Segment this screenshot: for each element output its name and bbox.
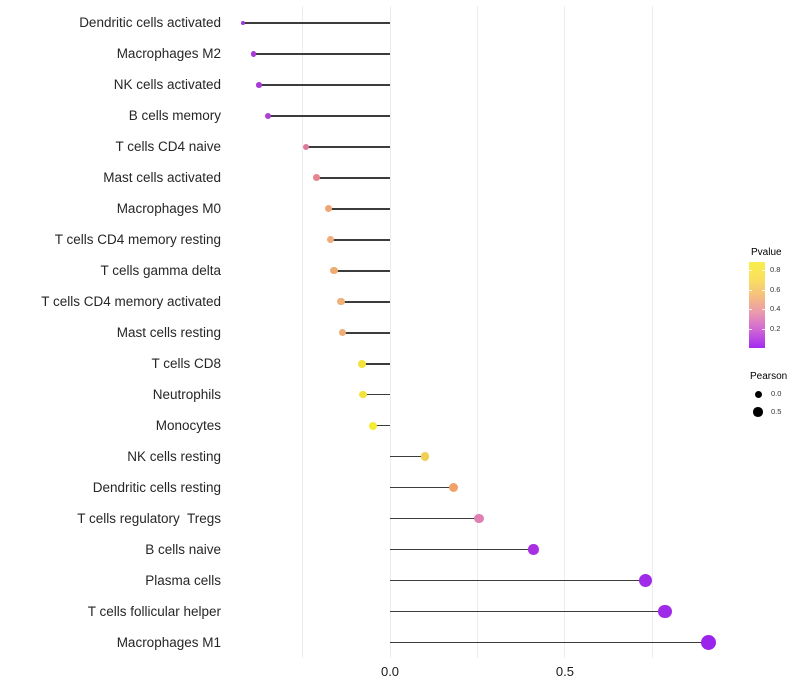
lollipop-dot xyxy=(302,143,310,151)
pvalue-legend-title: Pvalue xyxy=(751,247,782,258)
lollipop-stem xyxy=(341,300,390,303)
lollipop-stem xyxy=(334,270,390,272)
lollipop-dot xyxy=(330,267,338,275)
lollipop-dot xyxy=(241,21,246,25)
colorbar-tickmark xyxy=(749,289,752,291)
lollipop-stem xyxy=(316,177,391,179)
category-label: Plasma cells xyxy=(145,572,221,588)
lollipop-stem xyxy=(342,331,390,334)
lollipop-stem xyxy=(306,146,390,148)
category-label: Macrophages M1 xyxy=(116,634,221,650)
colorbar-tickmark xyxy=(762,328,765,330)
lollipop-stem xyxy=(258,84,390,86)
pvalue-tick-label: 0.2 xyxy=(770,323,781,333)
lollipop-dot xyxy=(528,544,539,555)
pearson-legend-title: Pearson xyxy=(750,371,788,382)
lollipop-dot xyxy=(474,513,485,524)
lollipop-dot xyxy=(313,174,320,182)
colorbar-tickmark xyxy=(749,309,752,310)
lollipop-dot xyxy=(250,51,257,57)
category-label: B cells memory xyxy=(128,107,221,123)
lollipop-stem xyxy=(390,579,646,582)
category-label: Macrophages M2 xyxy=(116,45,221,61)
x-axis-tick-label: 0.5 xyxy=(555,664,574,679)
lollipop-dot xyxy=(358,390,367,399)
category-label: T cells follicular helper xyxy=(87,603,221,619)
colorbar-tickmark xyxy=(762,309,765,310)
lollipop-stem xyxy=(390,517,480,520)
lollipop-dot xyxy=(264,112,271,119)
gridline xyxy=(302,6,304,658)
category-label: T cells CD4 naive xyxy=(115,138,221,154)
colorbar-tickmark xyxy=(762,270,765,271)
pearson-legend-dot xyxy=(754,390,762,398)
category-label: Mast cells resting xyxy=(116,324,221,340)
lollipop-dot xyxy=(339,329,347,337)
lollipop-stem xyxy=(390,641,709,644)
lollipop-dot xyxy=(420,452,430,461)
category-label: T cells CD8 xyxy=(151,355,221,371)
gridline xyxy=(651,6,653,658)
category-label: T cells gamma delta xyxy=(100,262,221,278)
category-label: Monocytes xyxy=(155,417,221,433)
category-label: Dendritic cells resting xyxy=(92,479,221,495)
pearson-legend-label: 0.5 xyxy=(771,407,782,416)
x-axis-tick-label: 0.0 xyxy=(380,664,400,679)
lollipop-stem xyxy=(390,610,665,613)
category-label: T cells CD4 memory resting xyxy=(54,231,221,247)
lollipop-dot xyxy=(255,82,262,88)
lollipop-stem xyxy=(362,393,390,396)
lollipop-stem xyxy=(390,455,425,458)
category-label: NK cells resting xyxy=(127,448,221,464)
lollipop-stem xyxy=(372,424,390,427)
lollipop-stem xyxy=(267,115,390,117)
lollipop-dot xyxy=(327,236,335,244)
category-label: NK cells activated xyxy=(113,76,221,92)
lollipop-dot xyxy=(700,635,716,650)
lollipop-stem xyxy=(362,362,390,365)
lollipop-stem xyxy=(330,239,390,241)
category-label: Macrophages M0 xyxy=(116,200,221,216)
colorbar-tickmark xyxy=(749,270,752,271)
lollipop-dot xyxy=(638,573,653,588)
gridline xyxy=(564,6,566,658)
lollipop-stem xyxy=(328,208,390,210)
colorbar-tickmark xyxy=(749,328,752,330)
category-label: Neutrophils xyxy=(152,386,221,402)
lollipop-stem xyxy=(253,53,390,55)
pearson-legend-label: 0.0 xyxy=(771,389,782,398)
lollipop-dot xyxy=(657,604,672,619)
category-label: Mast cells activated xyxy=(103,169,221,185)
gridline xyxy=(389,6,391,658)
lollipop-dot xyxy=(448,483,458,493)
lollipop-dot xyxy=(325,205,333,213)
pvalue-tick-label: 0.4 xyxy=(770,304,781,313)
lollipop-stem xyxy=(390,486,453,489)
pvalue-colorbar xyxy=(749,262,765,348)
category-label: Dendritic cells activated xyxy=(79,15,221,30)
category-label: B cells naive xyxy=(145,541,221,557)
colorbar-tickmark xyxy=(762,289,765,291)
category-label: T cells regulatory Tregs xyxy=(77,510,221,526)
lollipop-stem xyxy=(390,548,534,551)
gridline xyxy=(477,6,478,658)
lollipop-stem xyxy=(243,22,391,24)
lollipop-dot xyxy=(358,359,366,368)
pvalue-tick-label: 0.6 xyxy=(770,284,781,294)
pvalue-tick-label: 0.8 xyxy=(770,265,781,274)
category-label: T cells CD4 memory activated xyxy=(41,293,221,309)
lollipop-dot xyxy=(368,421,377,430)
pearson-legend-dot xyxy=(753,407,763,417)
lollipop-dot xyxy=(337,298,345,306)
